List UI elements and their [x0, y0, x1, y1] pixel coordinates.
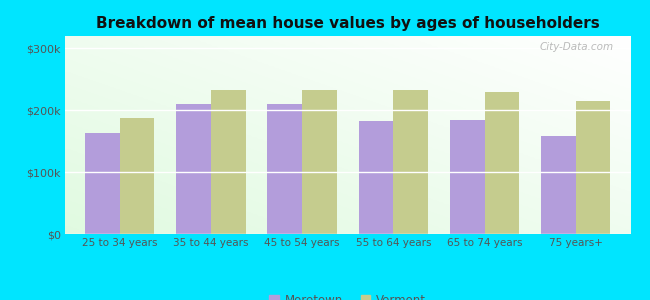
Bar: [484, 92, 519, 234]
Bar: [302, 90, 337, 234]
Title: Breakdown of mean house values by ages of householders: Breakdown of mean house values by ages o…: [96, 16, 599, 31]
Bar: [576, 101, 610, 234]
Bar: [268, 104, 302, 234]
Bar: [211, 90, 246, 234]
Bar: [359, 122, 393, 234]
Legend: Moretown, Vermont: Moretown, Vermont: [265, 289, 431, 300]
Bar: [541, 136, 576, 234]
Bar: [176, 104, 211, 234]
Bar: [85, 133, 120, 234]
Bar: [393, 90, 428, 234]
Bar: [450, 119, 484, 234]
Text: City-Data.com: City-Data.com: [540, 42, 614, 52]
Bar: [120, 118, 155, 234]
